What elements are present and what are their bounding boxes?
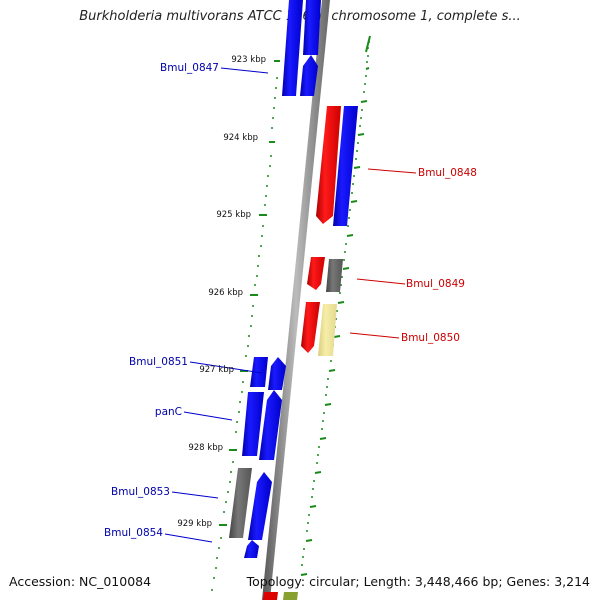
gene-labels: Bmul_0847 Bmul_0848 Bmul_0849 Bmul_0850 … [104, 62, 477, 539]
genome-summary-text: Topology: circular; Length: 3,448,466 bp… [246, 574, 590, 589]
label-Bmul_0847[interactable]: Bmul_0847 [160, 62, 219, 74]
bottom-red-feature [263, 592, 278, 600]
tick-923: 923 kbp [231, 55, 266, 65]
inner-dotted-track [219, 60, 280, 526]
bottom-green-feature [283, 592, 298, 600]
tick-928: 928 kbp [188, 443, 223, 453]
gene-Bmul_0847[interactable] [282, 0, 321, 96]
label-Bmul_0854[interactable]: Bmul_0854 [104, 527, 163, 539]
outer-dotted-track [300, 35, 371, 576]
kbp-tick-labels: 923 kbp 924 kbp 925 kbp 926 kbp 927 kbp … [177, 55, 266, 529]
gene-Bmul_0853[interactable] [229, 468, 272, 540]
gene-panC[interactable] [242, 390, 282, 460]
label-Bmul_0850[interactable]: Bmul_0850 [401, 332, 460, 344]
label-Bmul_0848[interactable]: Bmul_0848 [418, 167, 477, 179]
label-Bmul_0851[interactable]: Bmul_0851 [129, 356, 188, 368]
label-panC[interactable]: panC [155, 406, 182, 418]
left-leader-lines [164, 67, 269, 543]
label-Bmul_0853[interactable]: Bmul_0853 [111, 486, 170, 498]
right-leader-lines [349, 168, 417, 339]
gene-Bmul_0848[interactable] [316, 106, 358, 226]
outer-track-dots [301, 41, 370, 566]
gene-Bmul_0851[interactable] [250, 357, 286, 390]
tick-924: 924 kbp [223, 133, 258, 143]
accession-text: Accession: NC_010084 [9, 574, 152, 589]
tick-926: 926 kbp [208, 288, 243, 298]
gene-Bmul_0849[interactable] [307, 257, 343, 292]
chromosome-backbone [262, 0, 330, 600]
gene-Bmul_0854[interactable] [244, 540, 259, 558]
inner-track-dots [211, 77, 278, 591]
tick-927: 927 kbp [199, 365, 234, 375]
gene-Bmul_0850[interactable] [301, 302, 337, 356]
tick-925: 925 kbp [216, 210, 251, 220]
label-Bmul_0849[interactable]: Bmul_0849 [406, 278, 465, 290]
tick-929: 929 kbp [177, 519, 212, 529]
